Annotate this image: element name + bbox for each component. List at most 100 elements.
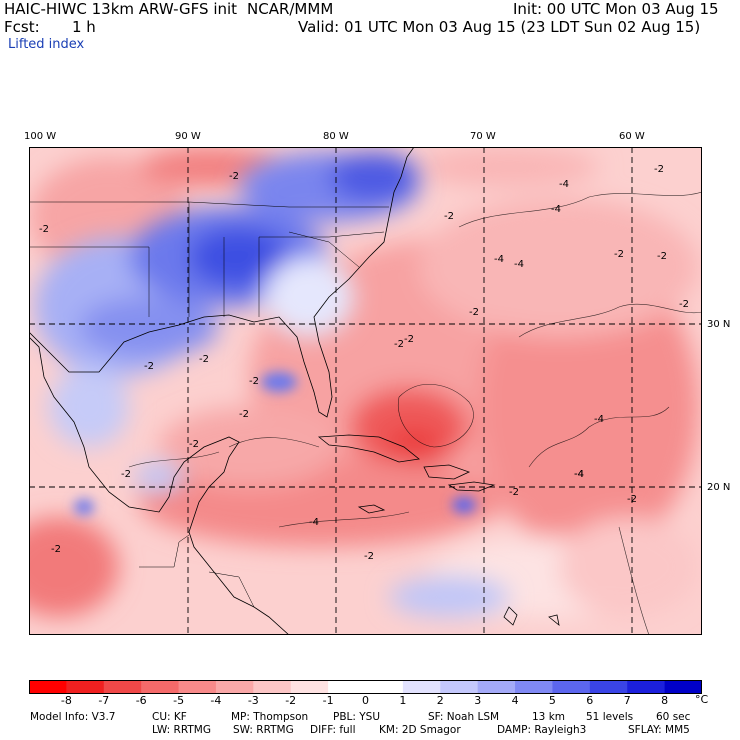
contour-label: -2: [657, 251, 667, 262]
contour-label: -2: [199, 354, 209, 365]
positive-li-field: [34, 152, 509, 617]
colorbar-tick-label: -5: [173, 694, 185, 707]
lon-label-60w: 60 W: [619, 131, 645, 142]
contour-label: -4: [551, 204, 561, 215]
init-time: Init: 00 UTC Mon 03 Aug 15: [513, 0, 719, 18]
contour-label: -2: [144, 361, 154, 372]
small-blue-cells: [74, 372, 476, 515]
contour-label: -2: [404, 334, 414, 345]
contour-label: -2: [509, 487, 519, 498]
colorbar-tick-label: -4: [210, 694, 222, 707]
political-boundaries: [29, 201, 389, 608]
lifted-index-map: -2 -2 -2 -4 -4 -4 -2 -2 -2 -2 -2 -2 -2 -…: [29, 147, 702, 635]
negative-li-field: [29, 147, 699, 617]
model-info: Model Info: V3.7: [30, 711, 116, 723]
contour-label: -2: [394, 339, 404, 350]
contour-label: -4: [494, 254, 504, 265]
grid-resolution: 13 km: [532, 711, 566, 723]
colorbar-cell: [515, 680, 553, 694]
cu-scheme: CU: KF: [152, 711, 187, 723]
colorbar-cell: [477, 680, 516, 694]
lon-label-70w: 70 W: [470, 131, 496, 142]
colorbar-cell: [328, 680, 366, 694]
contour-label: -2: [654, 164, 664, 175]
colorbar-tick-label: -8: [60, 694, 72, 707]
colorbar-tick-label: -2: [285, 694, 297, 707]
contour-label: -2: [121, 469, 131, 480]
contour-label: -2: [189, 439, 199, 450]
colorbar-cell: [103, 680, 142, 694]
colorbar-cell: [365, 680, 404, 694]
colorbar-tick-label: -6: [135, 694, 147, 707]
colorbar-tick-label: -1: [322, 694, 334, 707]
lon-label-90w: 90 W: [175, 131, 201, 142]
contour-label: -4: [309, 517, 319, 528]
colorbar-tick-label: 8: [661, 694, 669, 707]
org-label: NCAR/MMM: [247, 0, 334, 18]
colorbar-cell: [402, 680, 441, 694]
lat-label-20n: 20 N: [707, 482, 731, 493]
sw-scheme: SW: RRTMG: [233, 724, 294, 736]
contour-label: -4: [594, 414, 604, 425]
colorbar: [29, 680, 702, 694]
colorbar-cell: [290, 680, 329, 694]
field-name: Lifted index: [8, 37, 85, 52]
sflay-option: SFLAY: MM5: [628, 724, 690, 736]
map-frame: [29, 147, 702, 635]
contour-label: -4: [574, 469, 584, 480]
colorbar-cell: [589, 680, 628, 694]
contour-label: -2: [239, 409, 249, 420]
colorbar-cell: [66, 680, 105, 694]
pbl-scheme: PBL: YSU: [333, 711, 381, 723]
colorbar-tick-label: 4: [511, 694, 519, 707]
sf-scheme: SF: Noah LSM: [428, 711, 500, 723]
contour-label: -2: [469, 307, 479, 318]
colorbar-tick-label: 0: [362, 694, 369, 707]
lw-scheme: LW: RRTMG: [152, 724, 211, 736]
colorbar-cell: [552, 680, 591, 694]
contour-label: -2: [229, 171, 239, 182]
fcst-label: Fcst:: [4, 18, 40, 36]
time-step: 60 sec: [656, 711, 691, 723]
fcst-value: 1 h: [72, 18, 96, 36]
km-option: KM: 2D Smagor: [379, 724, 461, 736]
lon-label-80w: 80 W: [323, 131, 349, 142]
colorbar-tick-label: 2: [436, 694, 444, 707]
colorbar-cell: [141, 680, 180, 694]
lon-label-100w: 100 W: [24, 131, 57, 142]
lat-label-30n: 30 N: [707, 319, 731, 330]
colorbar-tick-label: 7: [623, 694, 631, 707]
contour-label: -4: [574, 469, 584, 480]
colorbar-cell: [253, 680, 292, 694]
coastlines: [29, 147, 560, 635]
contour-lines: [128, 191, 702, 635]
contour-label: -2: [444, 211, 454, 222]
colorbar-tick-labels: -8 -7 -6 -5 -4 -3 -2 -1 0 1 2 3 4 5 6 7 8: [0, 694, 740, 708]
contour-label: -2: [51, 544, 61, 555]
colorbar-tick-label: 6: [586, 694, 594, 707]
contour-label: -4: [514, 259, 524, 270]
colorbar-cell: [29, 680, 67, 694]
colorbar-cell: [627, 680, 666, 694]
colorbar-cell: [664, 680, 702, 694]
valid-time: Valid: 01 UTC Mon 03 Aug 15 (23 LDT Sun …: [298, 18, 701, 36]
colorbar-tick-label: 3: [474, 694, 482, 707]
vertical-levels: 51 levels: [586, 711, 634, 723]
model-title: HAIC-HIWC 13km ARW-GFS init: [4, 0, 238, 18]
contour-label: -2: [39, 224, 49, 235]
colorbar-unit: °C: [695, 693, 709, 706]
contour-label: -2: [364, 551, 374, 562]
diff-option: DIFF: full: [310, 724, 356, 736]
colorbar-cell: [178, 680, 217, 694]
lat-lon-grid: [29, 147, 702, 635]
colorbar-tick-label: -7: [98, 694, 110, 707]
colorbar-tick-label: -3: [247, 694, 259, 707]
mp-scheme: MP: Thompson: [231, 711, 309, 723]
contour-label: -4: [559, 179, 569, 190]
damp-option: DAMP: Rayleigh3: [497, 724, 587, 736]
contour-label: -2: [679, 299, 689, 310]
contour-label: -2: [249, 376, 259, 387]
colorbar-tick-label: 5: [548, 694, 556, 707]
colorbar-cell: [215, 680, 254, 694]
colorbar-tick-label: 1: [399, 694, 407, 707]
